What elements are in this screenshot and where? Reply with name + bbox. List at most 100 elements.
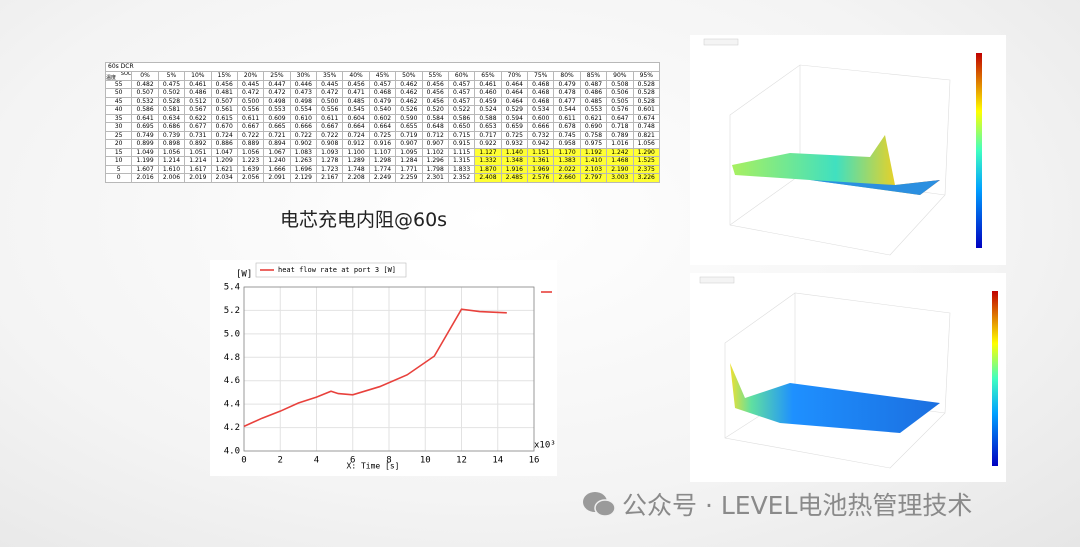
cell: 0.718: [606, 122, 634, 132]
cell: 2.249: [368, 173, 397, 183]
cell: 0.479: [553, 79, 581, 89]
cell: 0.479: [368, 96, 397, 106]
cell: 0.664: [342, 122, 370, 132]
cell: 1.916: [500, 164, 529, 174]
cell: 0.457: [447, 96, 476, 106]
cell: 2.019: [184, 173, 212, 183]
cell: 0.462: [395, 88, 423, 98]
caption: 电芯充电内阻@60s: [280, 209, 448, 231]
column-header: 10%: [184, 70, 212, 81]
cell: 0.526: [395, 105, 423, 115]
cell: 0.724: [342, 130, 370, 140]
cell: 1.047: [210, 147, 238, 157]
cell: 1.242: [606, 147, 634, 157]
cell: 0.464: [500, 96, 529, 106]
cell: 2.797: [579, 173, 608, 183]
cell: 1.049: [131, 147, 159, 157]
cell: 0.690: [579, 122, 608, 132]
cell: 0.581: [157, 105, 186, 115]
cell: 0.719: [395, 130, 423, 140]
cell: 0.468: [368, 88, 397, 98]
header-row: SOC 温度 0% 5% 10% 15% 20% 25% 30% 35% 40% 45% 50% 55% 6…: [104, 70, 660, 81]
cell: 0.907: [421, 139, 449, 149]
row-header: 45: [104, 96, 133, 106]
cell: 1.315: [447, 156, 476, 166]
cell: 0.674: [632, 113, 660, 123]
y-tick-label: 4.4: [224, 400, 240, 410]
y-tick-label: 4.8: [224, 353, 240, 363]
cell: 0.472: [315, 88, 344, 98]
cell: 0.457: [447, 79, 476, 89]
cell: 0.461: [184, 79, 212, 89]
cell: 0.498: [289, 96, 318, 106]
cell: 0.715: [447, 130, 476, 140]
cell: 1.056: [157, 147, 186, 157]
line: [243, 308, 507, 428]
table-row: 45 0.532 0.528 0.512 0.507 0.500 0.498 0.498 0.5…: [104, 96, 660, 106]
wechat-icon: [583, 492, 616, 517]
cell: 1.798: [421, 164, 449, 174]
cell: 1.774: [368, 164, 397, 174]
y-tick-label: 5.4: [224, 283, 240, 293]
cell: 0.528: [632, 79, 660, 89]
cell: 0.464: [500, 79, 529, 89]
x-tick-label: 16: [529, 456, 540, 466]
cell: 3.226: [632, 173, 660, 183]
cell: 0.540: [368, 105, 397, 115]
cell: 0.641: [131, 113, 159, 123]
cell: 1.771: [395, 164, 423, 174]
cell: 1.383: [553, 156, 581, 166]
cell: 0.621: [579, 113, 608, 123]
cell: 0.468: [526, 96, 555, 106]
cell: 2.129: [289, 173, 318, 183]
column-header: 70%: [500, 70, 529, 81]
cell: 0.666: [526, 122, 555, 132]
cell: 1.298: [368, 156, 397, 166]
cell: 0.473: [289, 88, 318, 98]
cell: 0.486: [579, 88, 608, 98]
column-header: 95%: [632, 70, 660, 81]
cell: 0.611: [553, 113, 581, 123]
cell: 0.650: [447, 122, 476, 132]
cell: 1.093: [315, 147, 344, 157]
cell: 0.749: [131, 130, 159, 140]
cell: 0.907: [395, 139, 423, 149]
cell: 0.528: [632, 88, 660, 98]
table-row: 30 0.695 0.686 0.677 0.670 0.667 0.665 0.666 0.6…: [104, 122, 660, 132]
cell: 0.500: [236, 96, 265, 106]
cell: 0.665: [263, 122, 291, 132]
cell: 1.969: [526, 164, 555, 174]
cell: 0.561: [210, 105, 238, 115]
dcr-table: 60s DCR SOC 温度 0% 5% 10% 15% 20% 25% 30% 35% 40% 45%…: [104, 62, 660, 183]
cell: 1.051: [184, 147, 212, 157]
cell: 0.567: [184, 105, 212, 115]
cell: 1.289: [342, 156, 370, 166]
cell: 0.894: [263, 139, 291, 149]
cell: 0.677: [184, 122, 212, 132]
cell: 1.209: [210, 156, 238, 166]
cell: 2.167: [315, 173, 344, 183]
cell: 1.140: [500, 147, 529, 157]
cell: 0.584: [421, 113, 449, 123]
cell: 0.459: [474, 96, 502, 106]
cell: 1.696: [289, 164, 318, 174]
cell: 0.508: [606, 79, 634, 89]
cell: 1.056: [632, 139, 660, 149]
cell: 0.892: [184, 139, 212, 149]
cell: 0.666: [289, 122, 318, 132]
cell: 0.902: [289, 139, 318, 149]
cell: 0.745: [553, 130, 581, 140]
cell: 0.507: [131, 88, 159, 98]
cell: 0.912: [342, 139, 370, 149]
cell: 2.576: [526, 173, 555, 183]
corner-cell: SOC 温度: [104, 70, 133, 81]
cell: 1.115: [447, 147, 476, 157]
cell: 0.475: [157, 79, 186, 89]
cell: 1.067: [263, 147, 291, 157]
cell: 0.724: [210, 130, 238, 140]
cell: 0.889: [236, 139, 265, 149]
cell: 1.361: [526, 156, 555, 166]
cell: 0.529: [500, 105, 529, 115]
cell: 2.352: [447, 173, 476, 183]
cell: 0.553: [263, 105, 291, 115]
